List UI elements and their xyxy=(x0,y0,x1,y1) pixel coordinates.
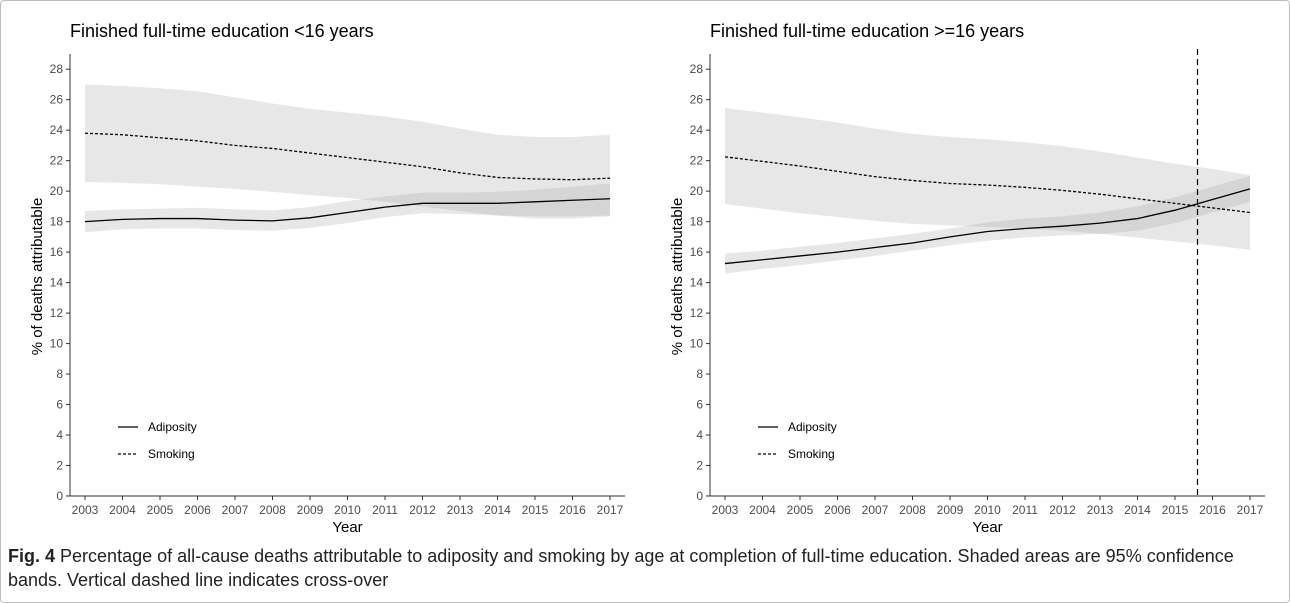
x-tick-label: 2007 xyxy=(222,503,249,517)
chart-title: Finished full-time education <16 years xyxy=(70,21,374,41)
y-tick-label: 22 xyxy=(50,154,64,168)
x-tick-label: 2012 xyxy=(1049,503,1076,517)
x-tick-label: 2005 xyxy=(787,503,814,517)
y-tick-label: 24 xyxy=(690,123,704,137)
x-axis-label: Year xyxy=(332,519,362,536)
y-tick-label: 10 xyxy=(690,337,704,351)
x-tick-label: 2011 xyxy=(1012,503,1038,517)
x-tick-label: 2008 xyxy=(259,503,286,517)
x-tick-label: 2010 xyxy=(974,503,1001,517)
y-tick-label: 26 xyxy=(690,93,704,107)
y-tick-label: 12 xyxy=(50,306,64,320)
x-tick-label: 2017 xyxy=(1237,503,1264,517)
x-tick-label: 2015 xyxy=(1162,503,1189,517)
y-tick-label: 26 xyxy=(50,93,64,107)
y-tick-label: 20 xyxy=(50,184,64,198)
series-line-smoking xyxy=(724,156,1251,214)
x-tick-label: 2006 xyxy=(184,503,211,517)
x-tick-label: 2014 xyxy=(1124,503,1151,517)
x-tick-label: 2003 xyxy=(712,503,739,517)
x-tick-label: 2009 xyxy=(937,503,964,517)
x-axis-label: Year xyxy=(972,519,1002,536)
y-tick-label: 22 xyxy=(690,154,704,168)
chart-panel-2: Finished full-time education >=16 years 0… xyxy=(669,21,1265,536)
y-tick-label: 14 xyxy=(690,276,704,290)
x-tick-label: 2017 xyxy=(597,503,624,517)
confidence-band-smoking xyxy=(85,84,610,219)
y-tick-label: 20 xyxy=(690,184,704,198)
legend-label-adiposity: Adiposity xyxy=(148,420,197,434)
x-tick-label: 2007 xyxy=(862,503,889,517)
x-tick-label: 2004 xyxy=(109,503,136,517)
chart-title: Finished full-time education >=16 years xyxy=(710,21,1024,41)
series-line-adiposity xyxy=(84,198,611,223)
y-tick-label: 6 xyxy=(696,398,703,412)
x-tick-label: 2014 xyxy=(484,503,511,517)
y-tick-label: 2 xyxy=(56,459,63,473)
x-tick-label: 2013 xyxy=(1087,503,1114,517)
y-tick-label: 4 xyxy=(56,428,63,442)
x-tick-label: 2004 xyxy=(749,503,776,517)
y-tick-label: 6 xyxy=(56,398,63,412)
y-tick-label: 0 xyxy=(56,489,63,503)
x-tick-label: 2016 xyxy=(1199,503,1226,517)
x-tick-label: 2003 xyxy=(72,503,99,517)
y-tick-label: 16 xyxy=(50,245,64,259)
x-tick-label: 2008 xyxy=(899,503,926,517)
y-tick-label: 8 xyxy=(56,367,63,381)
confidence-band-adiposity xyxy=(725,175,1250,274)
series-line-adiposity xyxy=(724,188,1251,265)
figure-charts: Finished full-time education <16 years02… xyxy=(29,21,1265,536)
confidence-band-adiposity xyxy=(85,183,610,233)
legend-label-smoking: Smoking xyxy=(148,447,195,461)
y-tick-label: 18 xyxy=(690,215,704,229)
figure-caption: Fig. 4 Percentage of all-cause deaths at… xyxy=(8,544,1278,592)
y-tick-label: 4 xyxy=(696,428,703,442)
figure-label: Fig. 4 xyxy=(8,546,56,566)
y-tick-label: 28 xyxy=(690,62,704,76)
x-tick-label: 2011 xyxy=(372,503,398,517)
y-tick-label: 14 xyxy=(50,276,64,290)
figure-caption-text: Percentage of all-cause deaths attributa… xyxy=(8,546,1234,590)
y-tick-label: 24 xyxy=(50,123,64,137)
y-tick-label: 2 xyxy=(696,459,703,473)
y-tick-label: 28 xyxy=(50,62,64,76)
y-tick-label: 10 xyxy=(50,337,64,351)
x-tick-label: 2016 xyxy=(559,503,586,517)
series-line-smoking xyxy=(84,132,611,181)
y-tick-label: 0 xyxy=(696,489,703,503)
y-tick-label: 12 xyxy=(690,306,704,320)
chart-panel-1: Finished full-time education <16 years02… xyxy=(29,21,625,536)
x-tick-label: 2015 xyxy=(522,503,549,517)
y-tick-label: 18 xyxy=(50,215,64,229)
x-tick-label: 2012 xyxy=(409,503,436,517)
legend-label-adiposity: Adiposity xyxy=(788,420,837,434)
x-tick-label: 2010 xyxy=(334,503,361,517)
confidence-band-smoking xyxy=(725,108,1250,250)
x-tick-label: 2009 xyxy=(297,503,324,517)
legend-label-smoking: Smoking xyxy=(788,447,835,461)
y-axis-label: % of deaths attributable xyxy=(29,198,46,356)
y-axis-label: % of deaths attributable xyxy=(669,198,686,356)
y-tick-label: 8 xyxy=(696,367,703,381)
y-tick-label: 16 xyxy=(690,245,704,259)
x-tick-label: 2005 xyxy=(147,503,174,517)
x-tick-label: 2013 xyxy=(447,503,474,517)
x-tick-label: 2006 xyxy=(824,503,851,517)
